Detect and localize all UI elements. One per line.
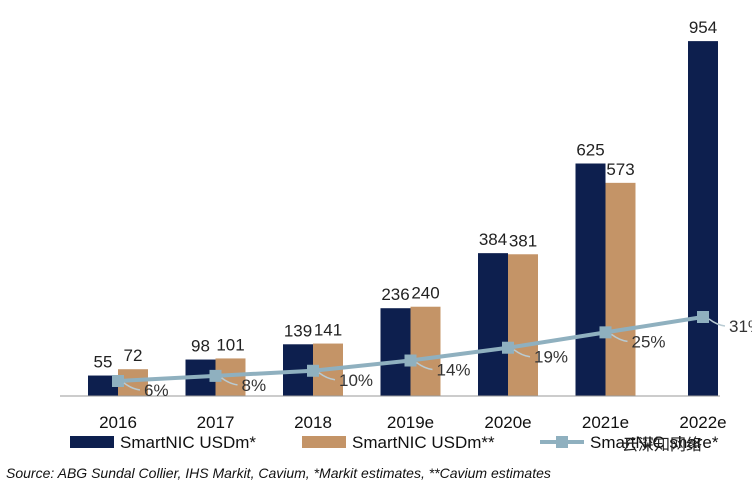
share-leader [221,377,238,386]
x-tick-label: 2016 [99,413,137,432]
bar-usdm-cavium [605,182,636,396]
bar-usdm-markit [575,163,606,396]
bar-data-label: 141 [314,321,342,340]
share-data-label: 6% [144,381,169,400]
source-note: Source: ABG Sundal Collier, IHS Markit, … [6,465,551,481]
bar-data-label: 55 [94,353,113,372]
share-data-label: 19% [534,348,568,367]
bar-data-label: 98 [191,337,210,356]
bar-usdm-cavium [508,254,538,396]
bar-data-label: 573 [606,160,634,179]
bar-usdm-markit [88,375,118,396]
bar-data-label: 72 [124,346,143,365]
x-tick-label: 2021e [582,413,629,432]
share-point [209,369,222,382]
share-leader [123,382,141,391]
share-data-label: 31% [729,317,752,336]
share-data-label: 10% [339,371,373,390]
share-data-label: 14% [437,361,471,380]
share-point [502,341,514,354]
share-point [112,375,124,387]
bar-data-label: 101 [216,335,244,354]
share-leader [611,333,628,343]
legend-label: SmartNIC USDm** [352,433,495,452]
share-leader [513,349,531,358]
legend: SmartNIC USDm* SmartNIC USDm** SmartNIC sh… [70,433,719,452]
bar-data-label: 139 [284,321,312,340]
legend-label: SmartNIC share* [590,433,719,452]
legend-label: SmartNIC USDm* [120,433,256,452]
x-tick-label: 2020e [484,413,531,432]
x-tick-label: 2022e [679,413,726,432]
bar-data-label: 384 [479,230,507,249]
share-leader [416,361,433,371]
legend-swatch [302,436,346,448]
bar-data-label: 954 [689,18,717,37]
bar-data-label: 381 [509,231,537,250]
axis-layer: 2016 2017 2018 2019e 2020e 2021e 2022e [60,395,727,432]
share-data-label: 25% [632,332,666,351]
bar-usdm-markit [380,308,411,396]
x-tick-label: 2017 [197,413,235,432]
x-tick-label: 2019e [387,413,434,432]
share-line-layer [112,311,726,391]
share-point [697,311,709,323]
legend-swatch [70,436,114,448]
share-point [307,364,319,377]
legend-marker [556,436,568,448]
bar-usdm-markit [478,253,508,396]
bar-usdm-cavium [410,306,441,396]
share-leader [708,318,726,327]
watermark: 云深知网络 [622,435,702,454]
bar-data-label: 625 [576,141,604,160]
bar-usdm-markit [688,41,718,396]
x-tick-label: 2018 [294,413,332,432]
bars-layer [88,41,718,396]
share-leader [318,372,336,381]
bar-data-label: 240 [411,284,439,303]
share-data-label: 8% [242,376,267,395]
share-point [599,326,612,339]
share-point [404,354,417,367]
bar-data-label: 236 [381,285,409,304]
